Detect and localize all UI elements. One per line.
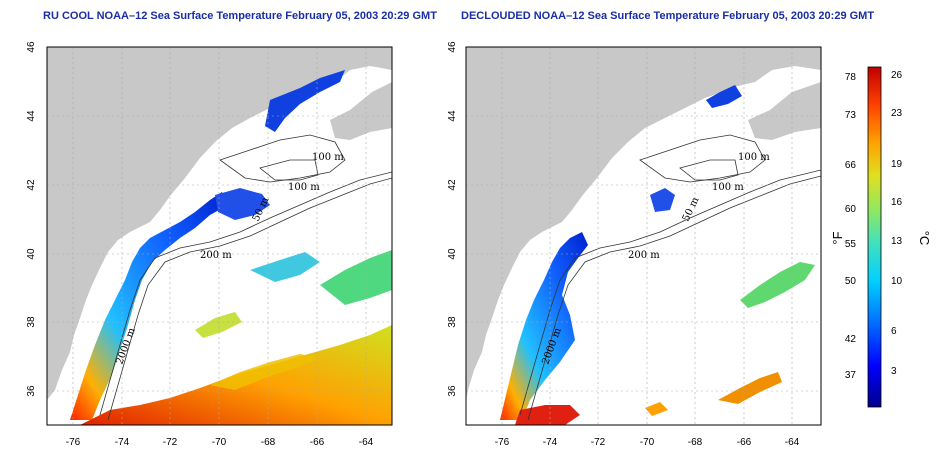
left-y-tick: 40: [26, 248, 37, 260]
left-y-tick: 38: [26, 316, 37, 328]
left-x-tick: -76: [66, 437, 81, 448]
left-plot-frame: [46, 46, 393, 426]
land-nova-scotia: [330, 82, 392, 140]
celsius-tick: 26: [891, 70, 903, 81]
fahrenheit-tick: 37: [845, 370, 857, 381]
land-mass: [466, 47, 821, 400]
celsius-tick: 13: [891, 236, 903, 247]
fahrenheit-tick: 73: [845, 110, 857, 121]
fahrenheit-unit-label: °F: [830, 231, 845, 244]
right-x-tick: -74: [543, 437, 558, 448]
land-mass: [47, 47, 392, 400]
right-grid: [466, 47, 821, 425]
fahrenheit-tick: 78: [845, 72, 857, 83]
right-x-tick: -76: [495, 437, 510, 448]
right-x-axis: -76 -74 -72 -70 -68 -66 -64: [495, 437, 800, 448]
colorbar-gradient: [867, 66, 882, 408]
right-y-tick: 40: [447, 248, 458, 260]
fahrenheit-tick: 42: [845, 334, 857, 345]
fahrenheit-tick: 66: [845, 160, 857, 171]
left-x-tick: -70: [212, 437, 227, 448]
celsius-tick: 19: [891, 159, 903, 170]
left-contour-label-4: 200 m: [200, 250, 232, 261]
sst-gulf-of-maine: [265, 70, 345, 132]
right-x-tick: -70: [640, 437, 655, 448]
celsius-tick: 10: [891, 276, 903, 287]
fahrenheit-tick: 50: [845, 276, 857, 287]
sst-offshore-green: [320, 250, 392, 305]
right-y-tick: 36: [447, 385, 458, 397]
right-x-tick: -68: [688, 437, 703, 448]
right-contour-label-2: 100 m: [712, 182, 744, 193]
right-panel-title: DECLOUDED NOAA–12 Sea Surface Temperatur…: [461, 10, 875, 22]
left-y-tick: 42: [26, 179, 37, 191]
right-contour-label-4: 200 m: [628, 250, 660, 261]
left-y-tick: 36: [26, 385, 37, 397]
sst-coastal-shelf: [70, 192, 228, 420]
celsius-tick: 23: [891, 108, 903, 119]
celsius-tick: 6: [891, 326, 897, 337]
left-x-tick: -72: [163, 437, 178, 448]
right-x-tick: -66: [737, 437, 752, 448]
sst-warm-patch-1: [195, 312, 242, 338]
right-map-panel: [466, 47, 821, 425]
left-contour-label-1: 100 m: [312, 152, 344, 163]
left-x-tick: -74: [115, 437, 130, 448]
bathymetry-contours: [99, 134, 392, 421]
sst-coastal-shelf: [500, 232, 588, 420]
celsius-unit-label: °C: [917, 231, 932, 246]
left-map-panel: [47, 47, 392, 425]
left-x-tick: -64: [359, 437, 374, 448]
right-y-axis: 46 44 42 40 38 36: [447, 41, 458, 397]
left-y-tick: 44: [26, 110, 37, 122]
right-x-tick: -64: [785, 437, 800, 448]
right-y-tick: 46: [447, 41, 458, 53]
bathymetry-contours: [519, 134, 821, 421]
sst-warm-patch-1: [718, 372, 782, 404]
left-contour-label-2: 100 m: [288, 182, 320, 193]
left-y-axis: 46 44 42 40 38 36: [26, 41, 37, 397]
right-y-tick: 42: [447, 179, 458, 191]
fahrenheit-tick: 60: [845, 204, 857, 215]
sst-offshore-green: [740, 262, 815, 308]
land-nova-scotia: [748, 82, 821, 140]
right-x-tick: -72: [591, 437, 606, 448]
right-y-tick: 44: [447, 110, 458, 122]
fahrenheit-tick: 55: [845, 239, 857, 250]
celsius-tick: 16: [891, 197, 903, 208]
left-x-tick: -66: [310, 437, 325, 448]
sst-georges-bank: [215, 188, 270, 220]
celsius-tick: 3: [891, 366, 897, 377]
left-grid: [47, 47, 392, 425]
sst-offshore-cyan: [250, 252, 320, 282]
colorbar: 78 73 66 60 55 50 42 37 26 23 19 16 13 1…: [830, 66, 932, 408]
sst-gulf-of-maine: [706, 85, 742, 108]
right-plot-frame: [465, 46, 822, 426]
right-contour-label-1: 100 m: [738, 152, 770, 163]
left-panel-title: RU COOL NOAA–12 Sea Surface Temperature …: [43, 10, 437, 22]
sst-warm-streaks: [210, 354, 320, 390]
right-y-tick: 38: [447, 316, 458, 328]
left-x-axis: -76 -74 -72 -70 -68 -66 -64: [66, 437, 374, 448]
left-x-tick: -68: [261, 437, 276, 448]
sst-georges-bank: [650, 188, 675, 212]
sst-warm-patch-2: [645, 402, 668, 416]
left-y-tick: 46: [26, 41, 37, 53]
